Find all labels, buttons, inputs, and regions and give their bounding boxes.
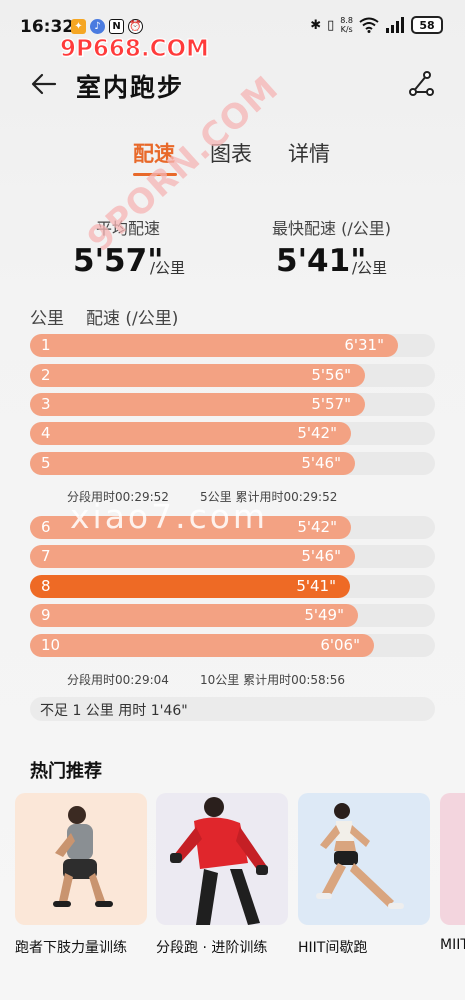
pace-bar: 5 5'46" bbox=[30, 452, 355, 475]
runner-woman-icon bbox=[316, 803, 404, 909]
recommend-title: 热门推荐 bbox=[30, 761, 102, 782]
squat-figure-icon bbox=[53, 806, 113, 907]
wifi-icon bbox=[359, 17, 379, 33]
row-pace: 5'42" bbox=[297, 424, 337, 442]
header: 室内跑步 bbox=[0, 62, 465, 106]
row-km: 9 bbox=[41, 606, 51, 624]
watermark-faint: xiao7.com bbox=[70, 497, 269, 536]
row-pace: 6'06" bbox=[320, 636, 360, 654]
split-cumulative-1: 5公里 累计用时00:29:52 bbox=[200, 490, 338, 504]
app-notification-icon: ✦ bbox=[71, 19, 86, 34]
column-km: 公里 bbox=[30, 309, 64, 329]
row-km: 7 bbox=[41, 547, 51, 565]
avg-pace-value: 5'57" bbox=[73, 243, 164, 279]
row-pace: 5'42" bbox=[297, 518, 337, 536]
best-pace-label: 最快配速 (/公里) bbox=[272, 219, 391, 238]
row-km: 10 bbox=[41, 636, 61, 654]
row-km: 4 bbox=[41, 424, 51, 442]
pace-bar: 3 5'57" bbox=[30, 393, 365, 416]
battery-icon: 58 bbox=[411, 16, 443, 34]
pace-bar: 9 5'49" bbox=[30, 604, 358, 627]
row-pace: 5'56" bbox=[311, 366, 351, 384]
status-time: 16:32 bbox=[20, 17, 75, 37]
row-km: 8 bbox=[41, 577, 51, 595]
card-label-interval-run: 分段跑 · 进阶训练 bbox=[156, 940, 268, 956]
share-icon bbox=[409, 71, 434, 96]
alarm-icon: ⏰ bbox=[128, 19, 143, 34]
card-label-leg-strength: 跑者下肢力量训练 bbox=[15, 940, 127, 956]
remainder-row: 不足 1 公里 用时 1'46" bbox=[30, 697, 435, 721]
card-label-miit: MIIT bbox=[440, 937, 465, 953]
nfc-icon: N bbox=[109, 19, 124, 34]
pace-bar: 7 5'46" bbox=[30, 545, 355, 568]
remainder-text: 不足 1 公里 用时 1'46" bbox=[40, 703, 188, 719]
signal-icon bbox=[386, 17, 404, 33]
pace-row-10: 10 6'06" bbox=[30, 634, 435, 657]
avg-pace-unit: /公里 bbox=[150, 259, 186, 277]
card-hiit-run[interactable] bbox=[298, 793, 430, 925]
row-pace: 5'46" bbox=[301, 454, 341, 472]
card-interval-run[interactable] bbox=[156, 793, 288, 925]
best-pace-value: 5'41" bbox=[276, 243, 367, 279]
pace-bar: 4 5'42" bbox=[30, 422, 351, 445]
split-segment-1: 分段用时00:29:52 bbox=[67, 490, 169, 504]
pace-bar: 6 5'42" bbox=[30, 516, 351, 539]
row-km: 1 bbox=[41, 336, 51, 354]
pace-bar: 10 6'06" bbox=[30, 634, 374, 657]
pace-row-7: 7 5'46" bbox=[30, 545, 435, 568]
row-km: 3 bbox=[41, 395, 51, 413]
card-label-hiit-run: HIIT间歇跑 bbox=[298, 940, 368, 956]
bluetooth-icon: ✱ bbox=[310, 17, 322, 33]
row-pace: 5'46" bbox=[301, 547, 341, 565]
avg-pace-label: 平均配速 bbox=[96, 219, 161, 238]
row-pace: 5'57" bbox=[311, 395, 351, 413]
pace-row-8: 8 5'41" bbox=[30, 575, 435, 598]
music-notification-icon: ♪ bbox=[90, 19, 105, 34]
status-bar: 16:32 ✦ ♪ N ⏰ ✱ ▯ 8.8 K/s 58 bbox=[0, 0, 465, 56]
split-segment-2: 分段用时00:29:04 bbox=[67, 673, 169, 687]
pace-row-2: 2 5'56" bbox=[30, 364, 435, 387]
notification-icons: ✦ ♪ N ⏰ bbox=[71, 19, 143, 34]
card-miit[interactable] bbox=[440, 793, 465, 925]
pace-row-4: 4 5'42" bbox=[30, 422, 435, 445]
pace-row-6: 6 5'42" bbox=[30, 516, 435, 539]
column-pace: 配速 (/公里) bbox=[86, 309, 179, 329]
row-km: 2 bbox=[41, 366, 51, 384]
split-cumulative-2: 10公里 累计用时00:58:56 bbox=[200, 673, 345, 687]
pace-row-1: 1 6'31" bbox=[30, 334, 435, 357]
pace-bar: 1 6'31" bbox=[30, 334, 398, 357]
system-icons: ✱ ▯ 8.8 K/s 58 bbox=[310, 16, 443, 34]
vibrate-icon: ▯ bbox=[327, 17, 335, 33]
pace-bar: 8 5'41" bbox=[30, 575, 350, 598]
tab-details[interactable]: 详情 bbox=[288, 142, 330, 166]
row-km: 6 bbox=[41, 518, 51, 536]
page-title: 室内跑步 bbox=[76, 73, 185, 102]
tab-chart[interactable]: 图表 bbox=[210, 142, 252, 166]
back-button[interactable] bbox=[28, 68, 60, 100]
tab-bar: 配速 图表 详情 bbox=[0, 138, 465, 182]
row-pace: 6'31" bbox=[344, 336, 384, 354]
tab-indicator bbox=[133, 173, 177, 176]
pace-bar: 2 5'56" bbox=[30, 364, 365, 387]
row-pace: 5'49" bbox=[304, 606, 344, 624]
row-km: 5 bbox=[41, 454, 51, 472]
best-pace-unit: /公里 bbox=[352, 259, 388, 277]
watermark-top: 9P668.COM bbox=[60, 36, 210, 63]
arrow-left-icon bbox=[31, 73, 57, 95]
pace-row-3: 3 5'57" bbox=[30, 393, 435, 416]
tab-pace[interactable]: 配速 bbox=[133, 142, 175, 166]
card-leg-strength[interactable] bbox=[15, 793, 147, 925]
row-pace: 5'41" bbox=[296, 577, 336, 595]
share-button[interactable] bbox=[405, 68, 437, 100]
runner-jacket-icon bbox=[170, 797, 268, 925]
pace-row-5: 5 5'46" bbox=[30, 452, 435, 475]
pace-row-9: 9 5'49" bbox=[30, 604, 435, 627]
network-speed: 8.8 K/s bbox=[340, 16, 353, 34]
